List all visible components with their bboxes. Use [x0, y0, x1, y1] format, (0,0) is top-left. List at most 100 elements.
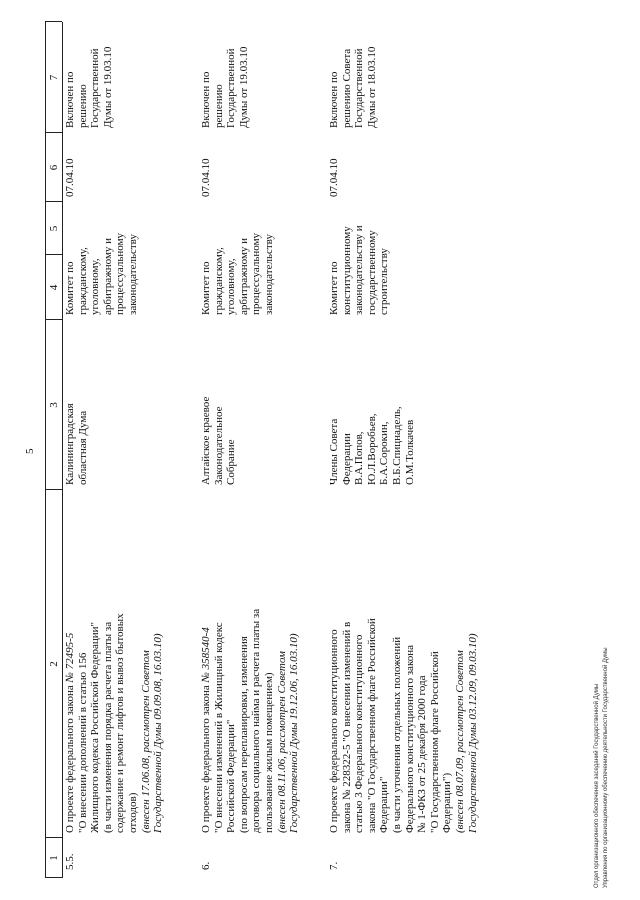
committee-line: арбитражному и — [101, 237, 114, 315]
note-line: Думы от 19.03.10 — [101, 46, 114, 128]
cell-num: 5.5. — [64, 854, 77, 871]
bill-text: Федерального конституционного закона — [403, 645, 416, 833]
note-line: Государственной — [89, 48, 102, 128]
bill-text: закона "О Государственном флаге Российск… — [365, 618, 378, 833]
author-line: Законодательное — [212, 406, 225, 485]
note-line: Государственной — [353, 48, 366, 128]
author-line: Собрание — [225, 439, 238, 485]
committee-line: гражданскому, — [212, 247, 225, 315]
bill-text: (по вопросам перепланировки, изменения — [237, 636, 250, 833]
bill-text-line: пользование жилым помещением) — [263, 609, 276, 833]
bill-text-line: (внесен 08.07.09, рассмотрен Советом — [454, 618, 467, 833]
footer-line-1: Отдел организационного обеспечения засед… — [594, 683, 600, 888]
cell-author: Калининградская областная Дума — [64, 403, 89, 485]
column-header-4: 4 — [48, 284, 60, 291]
bill-text: (в части изменения порядка расчета платы… — [101, 621, 114, 833]
cell-bill: О проекте федерального закона № 358540-4… — [200, 609, 301, 833]
committee-line: Комитет по — [64, 261, 76, 315]
column-header-1: 1 — [48, 855, 60, 861]
committee-line: законодательству — [126, 234, 139, 315]
bill-text-line: Государственной Думы 09.09.08, 16.03.10) — [152, 613, 165, 833]
row-number: 7. — [328, 861, 340, 870]
bill-text: О проекте федерального закона — [64, 682, 76, 833]
bill-text-line: (по вопросам перепланировки, изменения — [238, 609, 251, 833]
bill-text-italic: (внесен 08.11.06, рассмотрен Советом — [275, 651, 288, 833]
bill-text: Российской Федерации" — [225, 719, 238, 833]
note-line: Думы от 19.03.10 — [237, 46, 250, 128]
bill-text-line: "О внесении дополнений в статью 156 — [77, 613, 90, 833]
row-number: 5.5. — [64, 853, 76, 871]
bill-text-italic: Государственной Думы 19.12.06, 16.03.10) — [288, 633, 301, 833]
bill-text-line: (внесен 17.06.08, рассмотрен Советом — [140, 613, 153, 833]
cell-note: Включен по решению Государственной Думы от … — [200, 47, 250, 128]
footer-line-2: Управления по организационному обеспечен… — [603, 647, 609, 888]
cell-date: 07.04.10 — [64, 159, 77, 198]
bill-text-line: Федерации") — [441, 618, 454, 833]
bill-text-line: Федерации" — [378, 618, 391, 833]
bill-text-line: О проекте федерального закона № 72495-5 — [64, 613, 77, 833]
page-number: 5 — [24, 448, 36, 455]
note-line: Государственной — [225, 48, 238, 128]
bill-text-italic: (внесен 08.07.09, рассмотрен Советом — [453, 650, 466, 833]
committee-line: законодательству — [262, 234, 275, 315]
committee-line: конституционному — [340, 226, 353, 315]
cell-note: Включен по решению Совета Государственной Д… — [328, 47, 378, 128]
committee-line: законодательству и — [353, 225, 366, 315]
bill-text: "О внесении изменений в Жилищный кодекс — [212, 622, 225, 833]
note-line: решению Совета — [340, 48, 353, 128]
bill-text-line: № 1-ФКЗ от 25 декабря 2000 года — [416, 618, 429, 833]
committee-line: строительству — [378, 248, 391, 315]
bill-text-italic: № 72495-5 — [64, 632, 76, 683]
note-line: решению — [212, 84, 225, 128]
bill-text: (в части уточнения отдельных положений — [390, 636, 403, 833]
cell-num: 7. — [328, 862, 341, 870]
bill-text-line: (в части уточнения отдельных положений — [391, 618, 404, 833]
bill-text: пользование жилым помещением) — [262, 672, 275, 833]
committee-line: государственному — [365, 230, 378, 315]
committee-line: гражданскому, — [76, 247, 89, 315]
bill-text-line: О проекте федерального закона № 358540-4 — [200, 609, 213, 833]
column-header-7: 7 — [48, 74, 60, 81]
note-line: Думы от 18.03.10 — [365, 46, 378, 128]
bill-text: Федерации") — [441, 772, 454, 833]
bill-text: содержание и ремонт лифтов и вывоз бытов… — [114, 613, 127, 833]
bill-text-line: закона № 228322-5 "О внесении изменений … — [341, 618, 354, 833]
row-number: 6. — [200, 861, 212, 870]
date-line: 07.04.10 — [328, 158, 340, 198]
author-line: Б.А.Сорокин, — [378, 421, 391, 485]
bill-text-line: Федерального конституционного закона — [404, 618, 417, 833]
bill-text-line: "О внесении изменений в Жилищный кодекс — [213, 609, 226, 833]
bill-text: "О Государственном флаге Российской — [428, 651, 441, 833]
bill-text-line: "О Государственном флаге Российской — [429, 618, 442, 833]
bill-text: № 1-ФКЗ от 25 декабря 2000 года — [416, 675, 429, 833]
column-header-5: 5 — [48, 225, 60, 232]
bill-text: О проекте федерального конституционного — [328, 629, 340, 833]
note-line: Включен по — [328, 71, 340, 128]
bill-text: О проекте федерального закона — [200, 682, 212, 833]
cell-committee: Комитет по гражданскому, уголовному, арбитр… — [200, 233, 276, 315]
cell-bill: О проекте федерального закона № 72495-5 "… — [64, 613, 165, 833]
bill-text: "О внесении дополнений в статью 156 — [76, 652, 89, 833]
committee-line: Комитет по — [328, 261, 340, 315]
bill-text-line: Жилищного кодекса Российской Федерации" — [89, 613, 102, 833]
cell-date: 07.04.10 — [200, 159, 213, 198]
author-line: Ю.Л.Воробьев, — [365, 413, 378, 485]
bill-text-line: Российской Федерации" — [225, 609, 238, 833]
bill-text-line: Государственной Думы 03.12.09, 09.03.10) — [467, 618, 480, 833]
committee-line: процессуальному — [114, 232, 127, 315]
bill-text-line: Государственной Думы 19.12.06, 16.03.10) — [288, 609, 301, 833]
author-line: В.А.Попов, — [353, 431, 366, 485]
bill-text-line: О проекте федерального конституционного — [328, 618, 341, 833]
bill-text-italic: (внесен 17.06.08, рассмотрен Советом — [139, 650, 152, 833]
author-line: В.Б.Спицнадель, — [390, 406, 403, 485]
bill-text-line: содержание и ремонт лифтов и вывоз бытов… — [114, 613, 127, 833]
committee-line: Комитет по — [200, 261, 212, 315]
bill-text-line: (в части изменения порядка расчета платы… — [102, 613, 115, 833]
date-line: 07.04.10 — [64, 158, 76, 198]
bill-text-italic: Государственной Думы 03.12.09, 09.03.10) — [466, 633, 479, 833]
bill-text: договора социального найма и расчета пла… — [250, 608, 263, 833]
author-line: О.М.Толкачев — [403, 419, 416, 485]
committee-line: процессуальному — [250, 232, 263, 315]
date-line: 07.04.10 — [200, 158, 212, 198]
